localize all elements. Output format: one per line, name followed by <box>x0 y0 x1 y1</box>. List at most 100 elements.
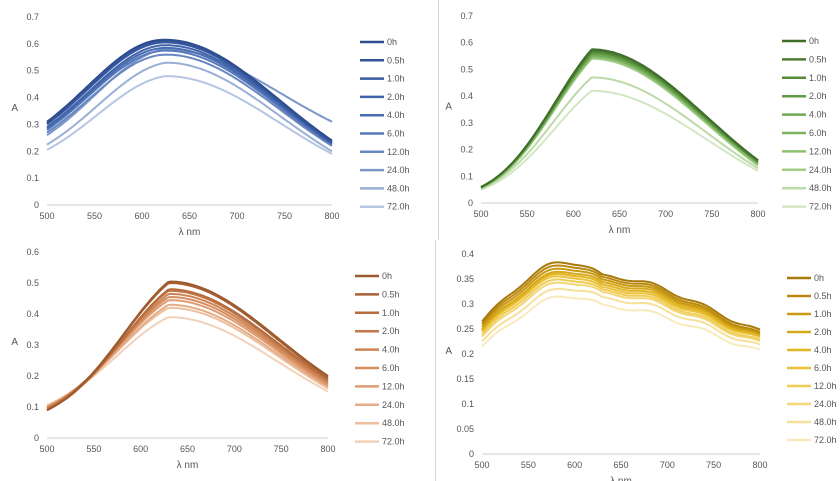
series-line-12.0h <box>480 56 759 190</box>
legend-entry-label: 12.0h <box>814 381 837 391</box>
series-line-12.0h <box>481 278 761 341</box>
x-tick-label: 750 <box>704 209 719 219</box>
series-line-6.0h <box>481 275 761 339</box>
x-tick-label: 800 <box>750 209 765 219</box>
y-tick-label: 0.2 <box>26 146 39 156</box>
legend-entry-label: 4.0h <box>809 110 827 120</box>
series-line-2.0h <box>481 270 761 336</box>
y-tick-label: 0.7 <box>26 12 39 22</box>
legend-entry-label: 0h <box>382 271 392 281</box>
series-line-48.0h <box>480 76 759 190</box>
x-tick-label: 550 <box>521 460 536 470</box>
x-tick-label: 600 <box>134 211 149 221</box>
legend-entry-label: 4.0h <box>814 345 832 355</box>
y-tick-label: 0.25 <box>456 324 474 334</box>
legend-entry-label: 72.0h <box>382 437 405 447</box>
legend-entry-label: 0h <box>809 36 819 46</box>
series-line-12.0h <box>46 53 333 147</box>
y-tick-label: 0 <box>468 198 473 208</box>
y-tick-label: 0.7 <box>460 11 473 21</box>
x-tick-label: 750 <box>274 444 289 454</box>
legend-entry-label: 0h <box>814 273 824 283</box>
panel-divider-vertical <box>435 240 436 481</box>
x-tick-label: 700 <box>227 444 242 454</box>
series-line-24.0h <box>481 281 761 343</box>
legend-entry-label: 2.0h <box>382 326 400 336</box>
y-tick-label: 0.6 <box>460 38 473 48</box>
series-line-4.0h <box>481 272 761 338</box>
legend-entry-label: 48.0h <box>387 183 410 193</box>
series-line-6.0h <box>46 49 333 146</box>
series-line-2.0h <box>480 52 759 188</box>
x-tick-label: 650 <box>613 460 628 470</box>
x-tick-label: 650 <box>612 209 627 219</box>
x-axis-label: λ nm <box>177 460 199 471</box>
series-line-48.0h <box>481 287 761 346</box>
series-line-0h <box>46 38 333 142</box>
series-line-0.5h <box>46 40 333 143</box>
series-line-0h <box>480 48 759 188</box>
series-line-4.0h <box>480 53 759 188</box>
x-tick-label: 600 <box>566 209 581 219</box>
y-tick-label: 0 <box>34 433 39 443</box>
x-tick-label: 800 <box>324 211 339 221</box>
legend: 0h 0.5h 1.0h 2.0h 4.0h 6.0h 12.0h 24.0h 48.0h 72.… <box>787 273 837 445</box>
legend-entry-label: 1.0h <box>387 74 405 84</box>
series-line-0.5h <box>480 49 759 188</box>
legend-entry-label: 6.0h <box>382 363 400 373</box>
y-tick-label: 0.1 <box>26 173 39 183</box>
series-line-0h <box>46 280 329 411</box>
y-axis-label: A <box>445 346 452 357</box>
y-tick-label: 0.2 <box>26 371 39 381</box>
y-axis-label: A <box>445 102 452 113</box>
legend-entry-label: 24.0h <box>814 399 837 409</box>
legend: 0h 0.5h 1.0h 2.0h 4.0h 6.0h 12.0h 24.0h 48.0h 72.… <box>782 36 832 212</box>
y-tick-label: 0.1 <box>26 402 39 412</box>
legend-entry-label: 0.5h <box>809 54 827 64</box>
x-tick-label: 550 <box>87 211 102 221</box>
legend-entry-label: 6.0h <box>809 128 827 138</box>
x-tick-label: 500 <box>39 211 54 221</box>
legend-entry-label: 4.0h <box>387 110 405 120</box>
chart-top-right: 0 0.1 0.2 0.3 0.4 0.5 0.6 0.7 500 550 600 650 700 750… <box>445 11 831 236</box>
x-tick-label: 700 <box>658 209 673 219</box>
y-tick-label: 0.6 <box>26 39 39 49</box>
series-line-72.0h <box>46 75 333 155</box>
legend-entry-label: 72.0h <box>387 202 410 212</box>
y-axis-label: A <box>11 103 18 114</box>
y-tick-label: 0.3 <box>26 119 39 129</box>
x-axis-label: λ nm <box>610 476 632 481</box>
series-line-1.0h <box>481 267 761 335</box>
legend-entry-label: 2.0h <box>814 327 832 337</box>
series-line-1.0h <box>480 51 759 188</box>
x-tick-label: 600 <box>133 444 148 454</box>
y-tick-label: 0 <box>469 449 474 459</box>
legend-entry-label: 6.0h <box>814 363 832 373</box>
series-line-72.0h <box>481 295 761 351</box>
chart-top-left: 0 0.1 0.2 0.3 0.4 0.5 0.6 0.7 500 550 600 650 700 750… <box>11 12 409 238</box>
legend-entry-label: 24.0h <box>387 165 410 175</box>
legend-entry-label: 48.0h <box>382 418 405 428</box>
series-line-0h <box>481 261 761 331</box>
chart-bottom-right: 0 0.05 0.1 0.15 0.2 0.25 0.3 0.35 0.4 500 550 600 65… <box>445 249 836 481</box>
series-line-72.0h <box>46 316 329 407</box>
y-tick-label: 0.4 <box>460 91 473 101</box>
y-tick-label: 0 <box>34 200 39 210</box>
y-tick-label: 0.3 <box>460 118 473 128</box>
y-tick-label: 0.1 <box>460 171 473 181</box>
series-line-0.5h <box>481 264 761 334</box>
x-tick-label: 650 <box>180 444 195 454</box>
series-line-48.0h <box>46 61 333 153</box>
x-tick-label: 650 <box>182 211 197 221</box>
legend-entry-label: 1.0h <box>809 73 827 83</box>
y-tick-label: 0.1 <box>461 399 474 409</box>
legend-entry-label: 1.0h <box>382 308 400 318</box>
x-tick-label: 700 <box>660 460 675 470</box>
legend: 0h 0.5h 1.0h 2.0h 4.0h 6.0h 12.0h 24.0h 48.0h 72.… <box>360 37 410 212</box>
y-tick-label: 0.05 <box>456 424 474 434</box>
x-tick-label: 500 <box>39 444 54 454</box>
y-tick-label: 0.5 <box>26 278 39 288</box>
x-axis-label: λ nm <box>179 227 201 238</box>
x-tick-label: 500 <box>474 460 489 470</box>
